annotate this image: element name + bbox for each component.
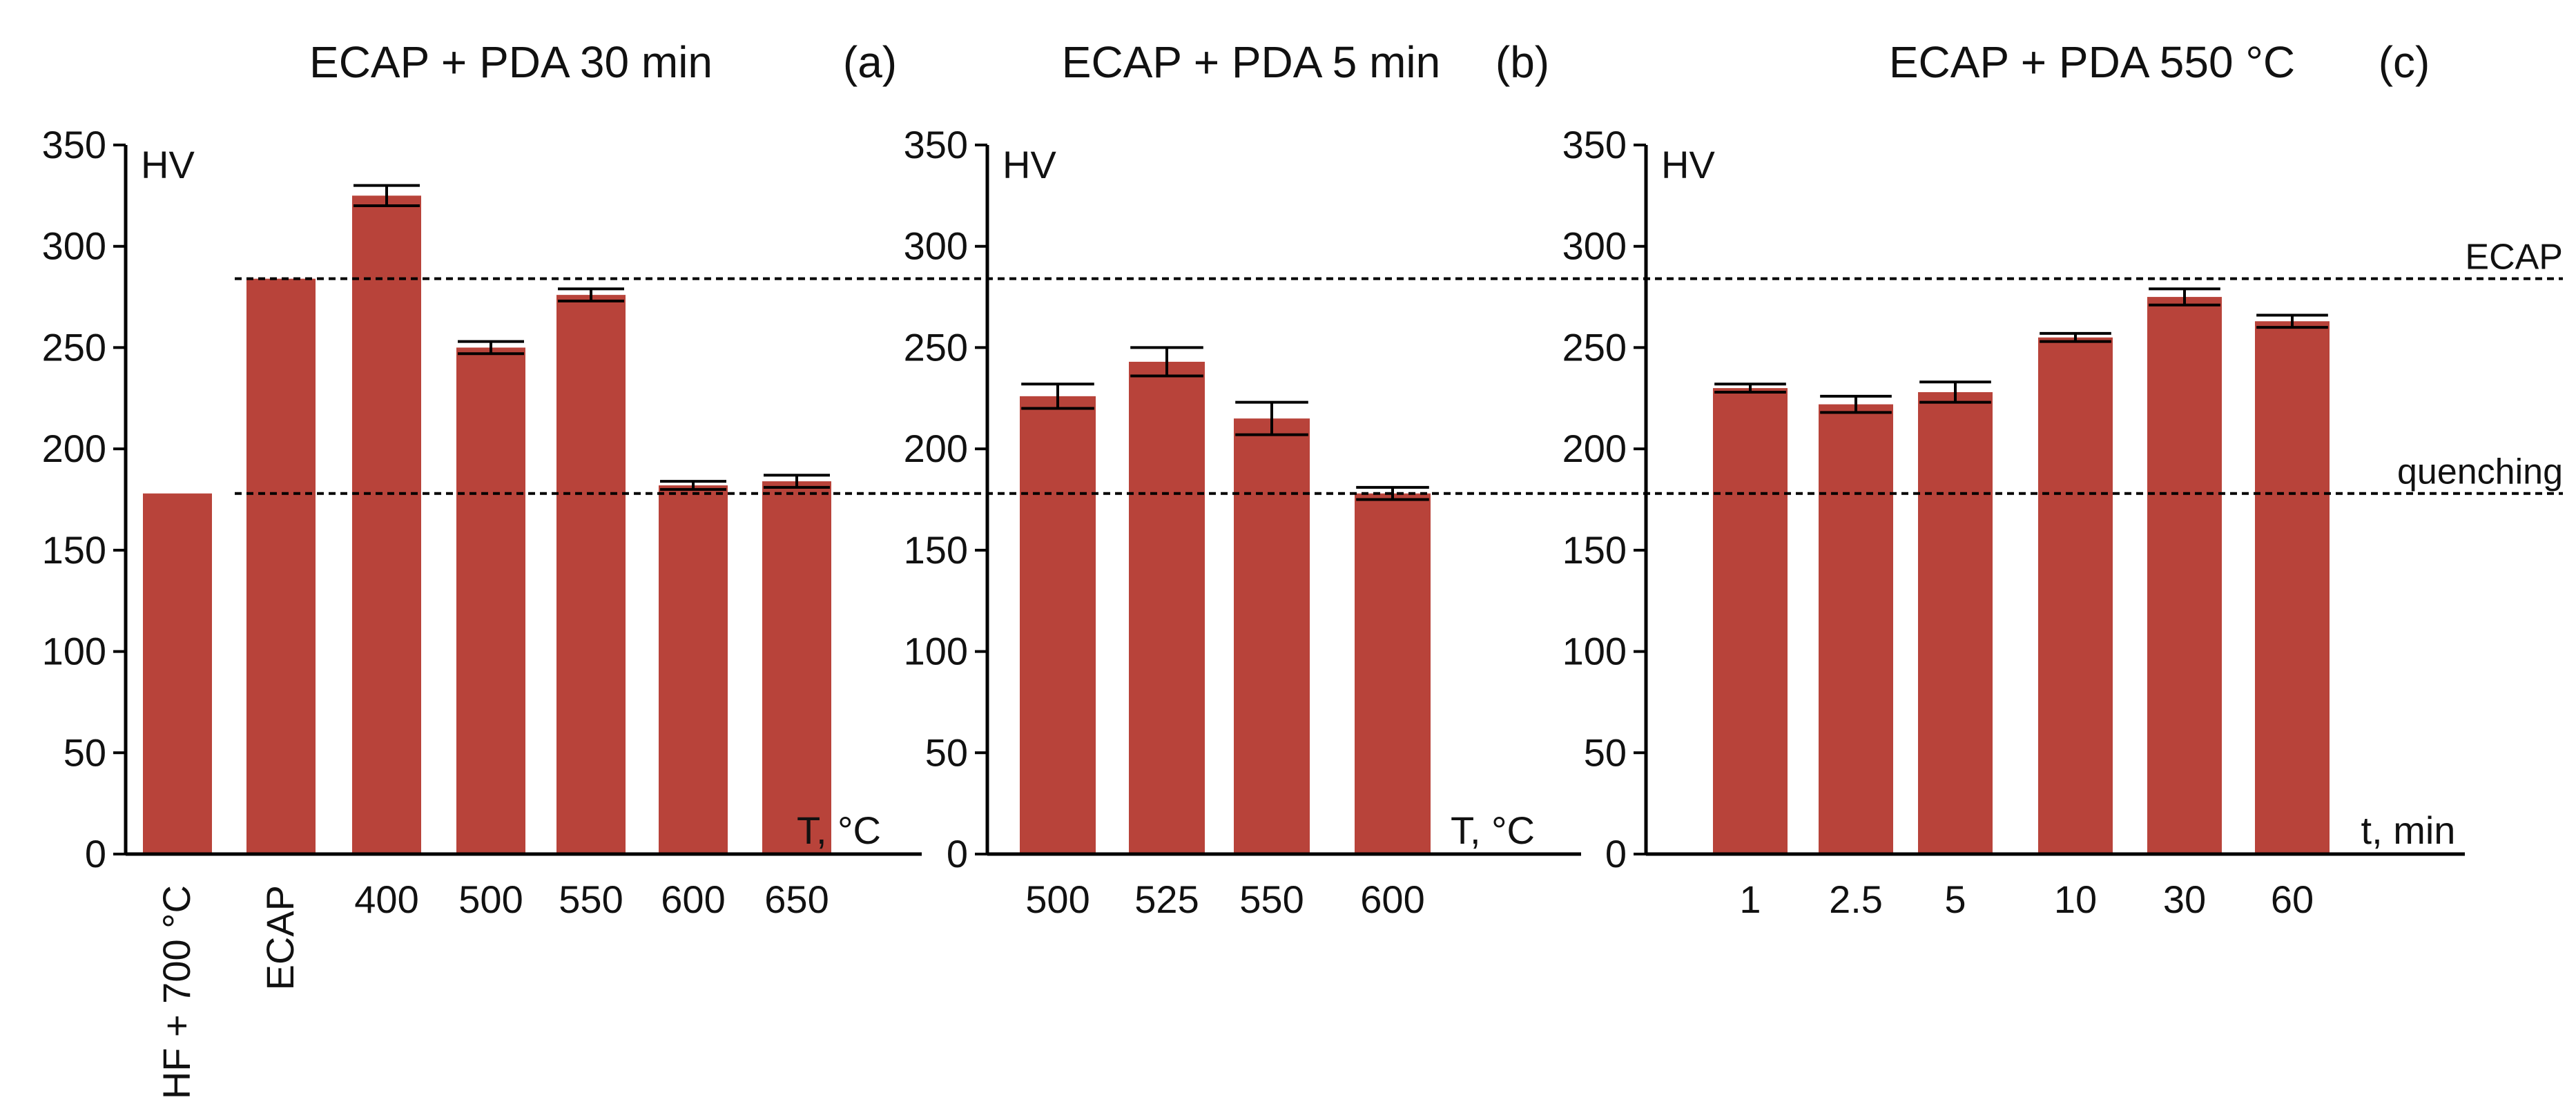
chart-title: ECAP + PDA 550 °C bbox=[1889, 37, 2295, 87]
y-tick-label: 0 bbox=[85, 832, 106, 875]
x-tick-label: 2.5 bbox=[1829, 878, 1883, 921]
bar bbox=[2255, 321, 2330, 855]
y-tick-label: 150 bbox=[904, 528, 968, 572]
y-tick-label: 250 bbox=[42, 325, 106, 369]
x-tick-label: 500 bbox=[458, 878, 523, 921]
bar bbox=[1020, 396, 1096, 854]
x-tick-label: 5 bbox=[1944, 878, 1966, 921]
y-tick-label: 350 bbox=[42, 123, 106, 166]
x-tick-label: ECAP bbox=[258, 885, 302, 991]
x-axis-label: T, °C bbox=[797, 808, 881, 852]
x-tick-label: 400 bbox=[354, 878, 418, 921]
x-tick-label: 600 bbox=[1360, 878, 1424, 921]
x-tick-label: 650 bbox=[764, 878, 829, 921]
bar bbox=[2147, 297, 2222, 855]
y-axis-label: HV bbox=[1661, 143, 1715, 186]
bar bbox=[1713, 388, 1788, 854]
y-tick-label: 250 bbox=[904, 325, 968, 369]
bar bbox=[1819, 404, 1893, 854]
y-tick-label: 100 bbox=[42, 630, 106, 673]
y-tick-label: 0 bbox=[1605, 832, 1627, 875]
bar bbox=[143, 493, 212, 854]
y-tick-label: 250 bbox=[1562, 325, 1627, 369]
bar bbox=[1234, 418, 1310, 854]
bar bbox=[246, 278, 316, 855]
y-tick-label: 50 bbox=[1584, 730, 1627, 774]
y-tick-label: 0 bbox=[947, 832, 968, 875]
reference-overlay: ECAP quenching bbox=[235, 238, 2563, 495]
y-tick-label: 300 bbox=[904, 224, 968, 268]
ecap-reference-label: ECAP bbox=[2465, 238, 2563, 278]
y-tick-label: 150 bbox=[1562, 528, 1627, 572]
quenching-reference-label: quenching bbox=[2397, 452, 2563, 492]
panel-label: (a) bbox=[843, 37, 897, 87]
bar bbox=[456, 347, 525, 854]
x-tick-label: 550 bbox=[1239, 878, 1304, 921]
bar bbox=[1129, 361, 1205, 854]
y-axis-label: HV bbox=[1003, 143, 1056, 186]
chart-title: ECAP + PDA 30 min bbox=[309, 37, 713, 87]
panel-a: ECAP + PDA 30 min (a) 0 50 100 150 200 250 300 35… bbox=[42, 37, 922, 1099]
bar bbox=[556, 295, 626, 854]
y-tick-label: 300 bbox=[1562, 224, 1627, 268]
chart-title: ECAP + PDA 5 min bbox=[1062, 37, 1440, 87]
x-axis-label: T, °C bbox=[1451, 808, 1535, 852]
x-tick-label: 500 bbox=[1025, 878, 1090, 921]
y-tick-label: 350 bbox=[904, 123, 968, 166]
bar bbox=[1918, 391, 1993, 854]
x-tick-label: 1 bbox=[1739, 878, 1761, 921]
x-tick-label: 600 bbox=[661, 878, 725, 921]
y-tick-label: 200 bbox=[42, 427, 106, 470]
y-tick-label: 50 bbox=[925, 730, 968, 774]
bar bbox=[352, 195, 421, 854]
y-tick-label: 350 bbox=[1562, 123, 1627, 166]
panel-label: (c) bbox=[2379, 37, 2430, 87]
x-tick-label: 550 bbox=[559, 878, 623, 921]
bar bbox=[2038, 337, 2113, 854]
x-tick-label: 525 bbox=[1134, 878, 1199, 921]
y-tick-label: 150 bbox=[42, 528, 106, 572]
y-tick-label: 100 bbox=[1562, 630, 1627, 673]
x-tick-label: 30 bbox=[2163, 878, 2206, 921]
x-tick-label: HF + 700 °C bbox=[155, 885, 198, 1099]
bar bbox=[1355, 493, 1431, 854]
panel-b: ECAP + PDA 5 min (b) 0 50 100 150 200 250 300 350… bbox=[904, 37, 1581, 921]
y-tick-label: 200 bbox=[1562, 427, 1627, 470]
y-tick-label: 300 bbox=[42, 224, 106, 268]
panel-c: ECAP + PDA 550 °C (c) 0 50 100 150 200 250 300 35… bbox=[1562, 37, 2465, 921]
x-tick-label: 60 bbox=[2271, 878, 2314, 921]
y-axis-label: HV bbox=[141, 143, 195, 186]
x-tick-label: 10 bbox=[2054, 878, 2097, 921]
panel-label: (b) bbox=[1495, 37, 1549, 87]
y-tick-label: 100 bbox=[904, 630, 968, 673]
bar bbox=[762, 481, 831, 854]
bar bbox=[659, 485, 728, 854]
y-tick-label: 200 bbox=[904, 427, 968, 470]
x-axis-label: t, min bbox=[2361, 808, 2456, 852]
y-tick-label: 50 bbox=[64, 730, 106, 774]
